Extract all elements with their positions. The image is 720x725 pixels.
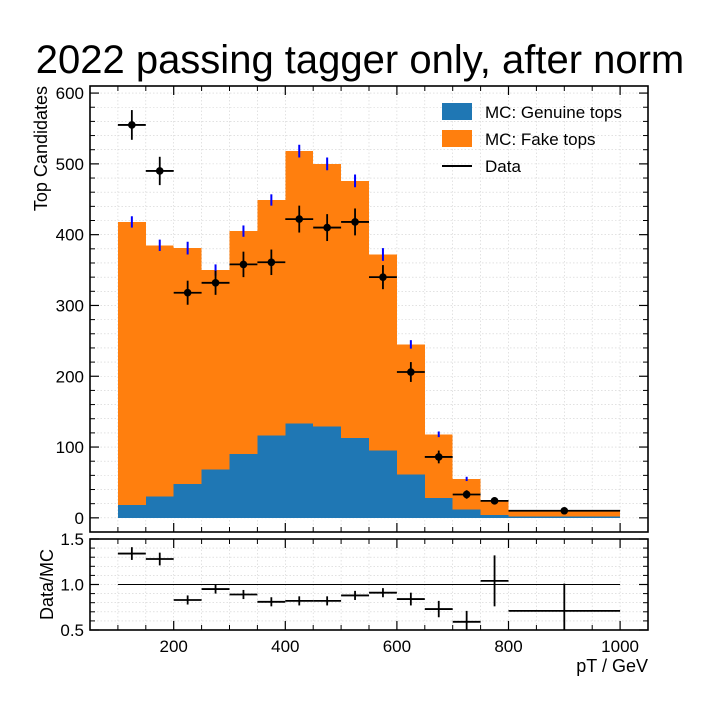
bar-genuine-tops xyxy=(285,423,314,518)
data-point xyxy=(434,453,443,461)
data-point xyxy=(211,279,220,287)
bar-genuine-tops xyxy=(452,509,481,518)
x-tick-label: 600 xyxy=(383,637,411,656)
y-tick-label: 300 xyxy=(56,296,84,315)
data-point xyxy=(490,497,499,505)
bar-fake-tops xyxy=(145,245,174,497)
bar-genuine-tops xyxy=(229,454,258,518)
y-axis-label: Top Candidates xyxy=(31,86,51,211)
x-tick-label: 400 xyxy=(271,637,299,656)
data-point xyxy=(462,490,471,499)
bar-fake-tops xyxy=(313,163,342,427)
data-point xyxy=(183,288,192,297)
bar-fake-tops xyxy=(480,500,509,516)
ratio-y-tick-label: 1.0 xyxy=(60,576,84,595)
legend-label-fake: MC: Fake tops xyxy=(485,130,596,149)
axis-ticks xyxy=(90,86,648,631)
y-tick-label: 200 xyxy=(56,367,84,386)
data-point xyxy=(239,260,248,269)
bar-fake-tops xyxy=(201,270,230,470)
bar-genuine-tops xyxy=(508,516,621,518)
legend xyxy=(442,103,472,167)
stacked-bars xyxy=(117,144,621,518)
data-point xyxy=(295,215,304,223)
ratio-y-tick-label: 0.5 xyxy=(60,621,84,640)
legend-swatch-genuine xyxy=(442,103,472,120)
bar-fake-tops xyxy=(424,434,453,499)
data-points xyxy=(117,110,621,515)
ratio-y-axis-label: Data/MC xyxy=(37,549,57,620)
bar-genuine-tops xyxy=(173,483,202,518)
data-point xyxy=(407,368,415,376)
bar-genuine-tops xyxy=(480,515,509,518)
y-tick-label: 100 xyxy=(56,438,84,457)
bar-fake-tops xyxy=(257,199,286,436)
y-tick-label: 600 xyxy=(56,84,84,103)
bar-genuine-tops xyxy=(117,505,146,518)
x-axis-label: pT / GeV xyxy=(576,656,648,676)
y-tick-label: 0 xyxy=(75,509,84,528)
y-tick-label: 500 xyxy=(56,155,84,174)
x-tick-label: 800 xyxy=(494,637,522,656)
y-tick-label: 400 xyxy=(56,226,84,245)
data-point xyxy=(267,258,276,267)
data-point xyxy=(379,273,387,281)
bar-genuine-tops xyxy=(369,450,397,518)
bar-genuine-tops xyxy=(313,426,342,518)
chart-title: 2022 passing tagger only, after norm xyxy=(35,38,685,82)
data-point xyxy=(155,167,164,175)
bar-fake-tops xyxy=(285,151,314,424)
bar-genuine-tops xyxy=(201,469,230,518)
ratio-y-tick-label: 1.5 xyxy=(60,530,84,549)
ratio-points xyxy=(117,547,621,630)
bar-genuine-tops xyxy=(257,435,286,518)
bar-genuine-tops xyxy=(341,437,369,518)
bar-fake-tops xyxy=(117,221,146,506)
x-tick-label: 200 xyxy=(160,637,188,656)
data-point xyxy=(351,218,359,226)
data-point xyxy=(323,223,331,232)
legend-label-data: Data xyxy=(485,157,521,176)
data-point xyxy=(560,506,569,515)
bar-genuine-tops xyxy=(424,498,453,518)
x-tick-label: 1000 xyxy=(601,637,639,656)
data-point xyxy=(128,121,136,129)
legend-swatch-fake xyxy=(442,130,472,147)
bar-genuine-tops xyxy=(396,474,425,518)
bar-genuine-tops xyxy=(145,496,174,518)
legend-label-genuine: MC: Genuine tops xyxy=(485,103,622,122)
